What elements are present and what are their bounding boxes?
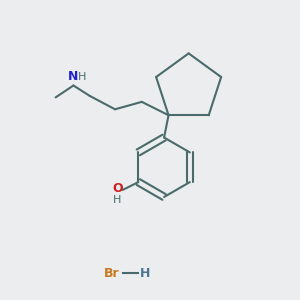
Text: H: H xyxy=(113,195,122,205)
Text: N: N xyxy=(68,70,79,83)
Text: H: H xyxy=(78,72,86,82)
Text: Br: Br xyxy=(103,267,119,280)
Text: H: H xyxy=(140,267,151,280)
Text: O: O xyxy=(112,182,123,195)
